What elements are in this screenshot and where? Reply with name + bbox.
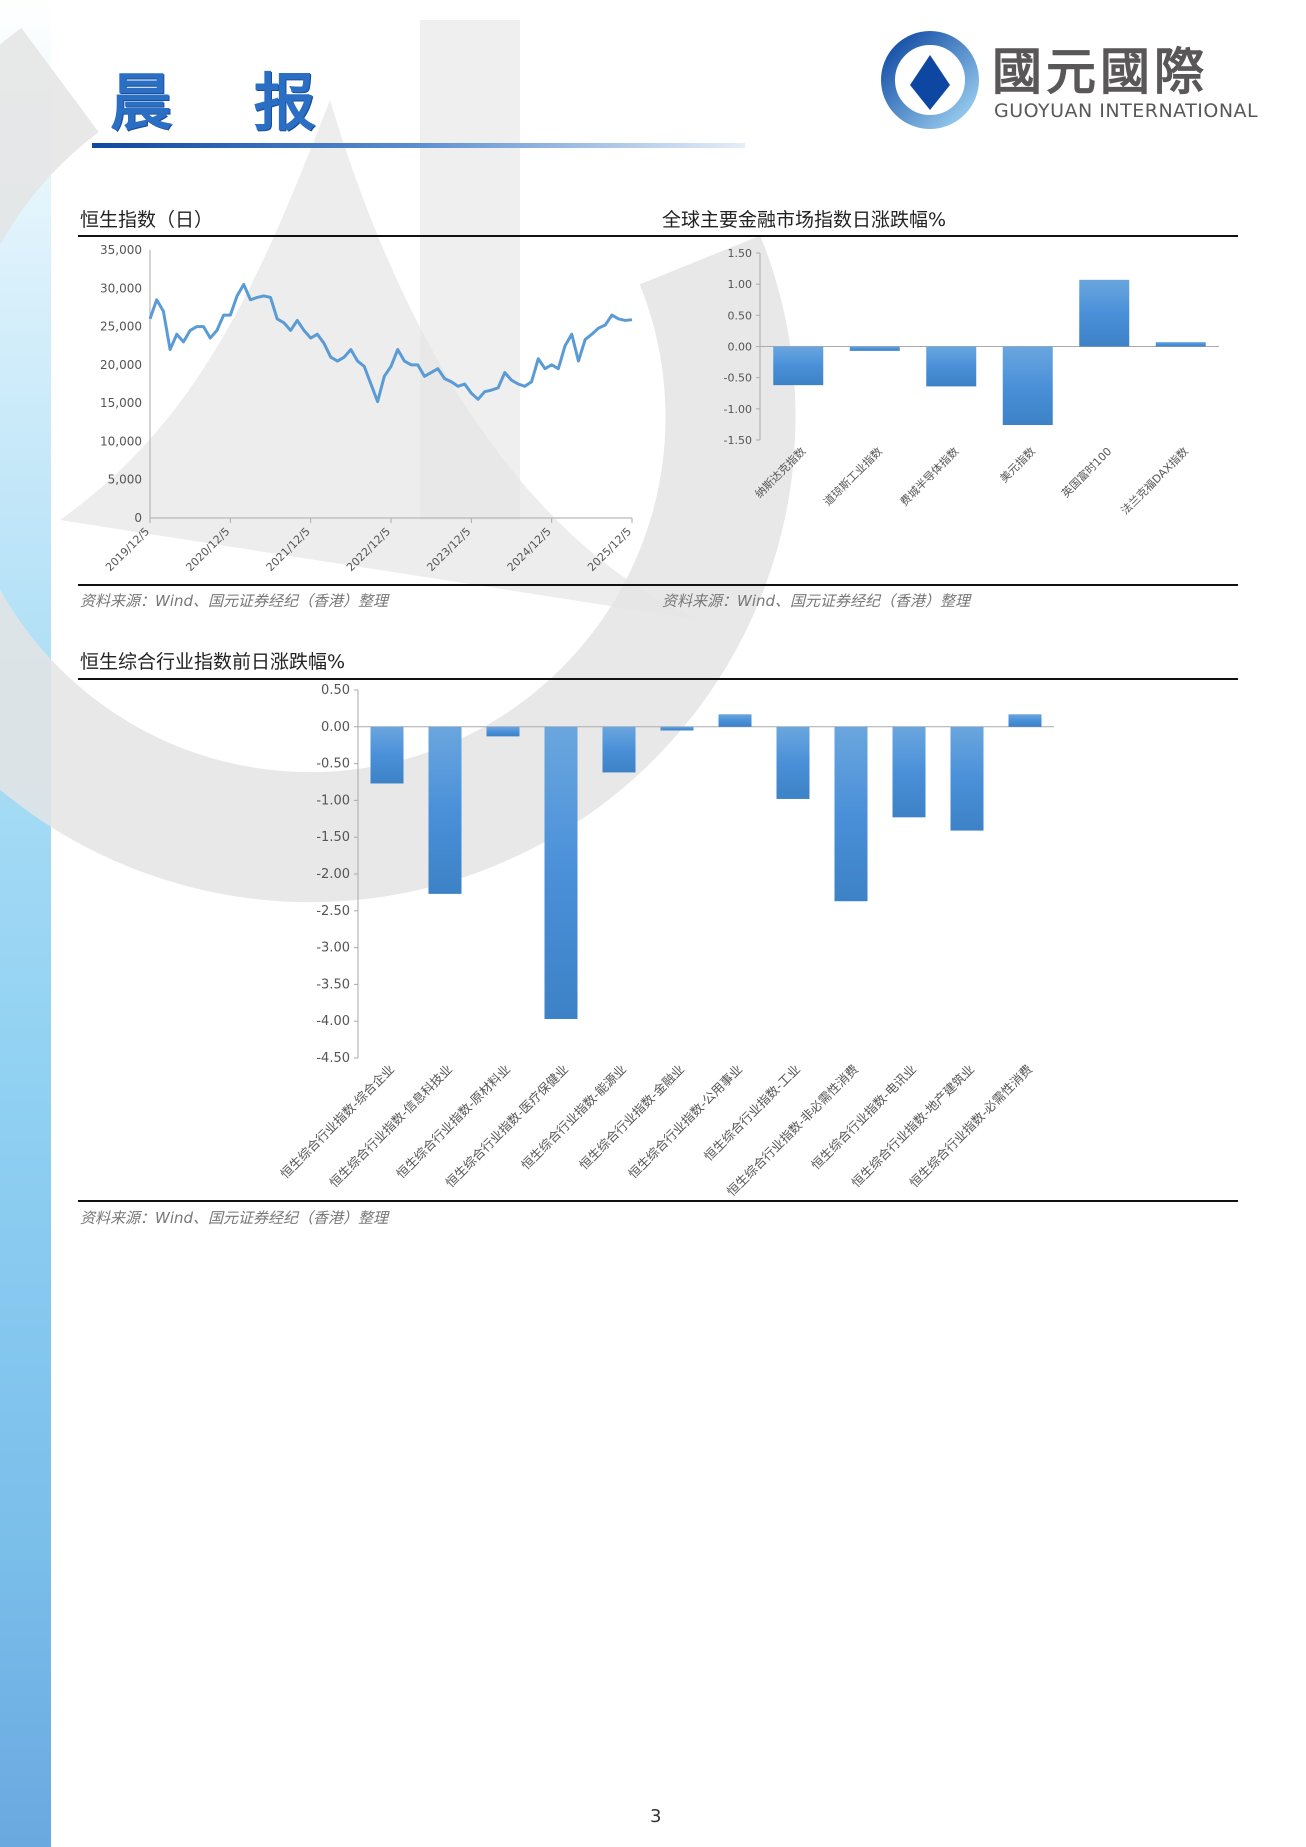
title-underline xyxy=(92,143,745,148)
y-tick-label: 1.50 xyxy=(728,247,753,260)
y-tick-label: -3.00 xyxy=(316,941,350,956)
y-tick-label: -3.50 xyxy=(316,977,350,992)
bar xyxy=(892,726,926,818)
bar xyxy=(1155,342,1206,347)
logo-english-name: GUOYUAN INTERNATIONAL xyxy=(994,100,1259,122)
y-tick-label: 30,000 xyxy=(100,281,142,295)
logo-chinese-name: 國元國際 xyxy=(992,43,1208,101)
y-tick-label: 1.00 xyxy=(728,278,753,291)
hsi-source-note: 资料来源：Wind、国元证券经纪（香港）整理 xyxy=(80,592,389,610)
y-tick-label: 0.50 xyxy=(728,309,753,322)
bar xyxy=(834,726,868,902)
y-tick-label: 0 xyxy=(134,511,142,525)
y-tick-label: -2.00 xyxy=(316,867,350,882)
bar xyxy=(950,726,984,831)
category-label: 恒生综合行业指数-能源业 xyxy=(518,1062,629,1173)
category-label: 恒生综合行业指数-原材料业 xyxy=(393,1062,513,1182)
x-tick-label: 2023/12/5 xyxy=(424,525,473,574)
bar xyxy=(773,346,824,386)
y-tick-label: 15,000 xyxy=(100,396,142,410)
category-label: 恒生综合行业指数-地产建筑业 xyxy=(848,1062,977,1191)
category-label: 恒生综合行业指数-金融业 xyxy=(576,1062,687,1173)
bar xyxy=(428,726,462,894)
x-tick-label: 2020/12/5 xyxy=(183,525,232,574)
industry-chart-title: 恒生综合行业指数前日涨跌幅% xyxy=(80,651,346,673)
x-tick-label: 2021/12/5 xyxy=(264,525,313,574)
category-label: 美元指数 xyxy=(997,444,1038,485)
bar xyxy=(849,346,900,351)
y-tick-label: -1.50 xyxy=(316,830,350,845)
y-tick-label: -2.50 xyxy=(316,904,350,919)
x-tick-label: 2022/12/5 xyxy=(344,525,393,574)
bar xyxy=(1008,714,1042,727)
y-tick-label: 35,000 xyxy=(100,243,142,257)
company-logo: 國元國際 GUOYUAN INTERNATIONAL xyxy=(880,30,1260,130)
bar xyxy=(718,714,752,727)
y-tick-label: -0.50 xyxy=(724,372,752,385)
hsi-line-chart: 0 5,000 10,000 15,000 20,000 25,000 30,000 35,0… xyxy=(100,243,634,574)
global-source-note: 资料来源：Wind、国元证券经纪（香港）整理 xyxy=(662,592,971,610)
page-title: 晨 报 xyxy=(110,66,346,139)
bar xyxy=(660,726,694,731)
sidebar-gradient-strip xyxy=(0,0,51,1847)
category-label: 道琼斯工业指数 xyxy=(821,444,885,508)
y-tick-label: -4.50 xyxy=(316,1051,350,1066)
y-tick-label: -0.50 xyxy=(316,757,350,772)
y-tick-label: -1.00 xyxy=(316,793,350,808)
y-tick-label: 0.00 xyxy=(728,341,753,354)
page-number: 3 xyxy=(650,1806,662,1827)
x-tick-label: 2019/12/5 xyxy=(103,525,152,574)
global-index-bar-chart: -1.50 -1.00 -0.50 0.00 0.50 1.00 1.50 纳斯达克指数 道琼斯… xyxy=(724,247,1219,517)
category-label: 恒生综合行业指数-综合企业 xyxy=(277,1062,397,1182)
hsi-series-line xyxy=(148,282,633,404)
y-tick-label: -1.00 xyxy=(724,403,752,416)
x-tick-label: 2025/12/5 xyxy=(585,525,634,574)
industry-rule-bottom xyxy=(78,1200,1238,1202)
category-label: 恒生综合行业指数-信息科技业 xyxy=(326,1062,455,1191)
y-tick-label: -1.50 xyxy=(724,434,752,447)
category-label: 法兰克福DAX指数 xyxy=(1118,444,1191,517)
y-tick-label: 20,000 xyxy=(100,358,142,372)
x-tick-label: 2024/12/5 xyxy=(505,525,554,574)
industry-source-note: 资料来源：Wind、国元证券经纪（香港）整理 xyxy=(80,1209,389,1227)
bar xyxy=(926,346,977,387)
y-tick-label: 0.00 xyxy=(321,720,350,735)
section-rule-top xyxy=(78,235,1238,237)
category-label: 恒生综合行业指数-工业 xyxy=(701,1062,803,1164)
y-tick-label: 25,000 xyxy=(100,320,142,334)
bar xyxy=(544,726,578,1019)
bar xyxy=(370,726,404,784)
y-tick-label: -4.00 xyxy=(316,1014,350,1029)
logo-emblem-icon xyxy=(881,31,979,129)
bar xyxy=(486,726,520,737)
category-label: 费城半导体指数 xyxy=(897,444,961,508)
section-rule-bottom xyxy=(78,584,1238,586)
y-tick-label: 10,000 xyxy=(100,434,142,448)
category-label: 英国富时100 xyxy=(1059,444,1115,500)
hsi-chart-title: 恒生指数（日） xyxy=(80,209,214,231)
global-chart-title: 全球主要金融市场指数日涨跌幅% xyxy=(662,209,947,231)
bar xyxy=(776,726,810,799)
bar xyxy=(1079,279,1130,347)
category-label: 纳斯达克指数 xyxy=(752,444,809,501)
industry-rule-top xyxy=(78,678,1238,680)
industry-bar-chart: -4.50 -4.00 -3.50 -3.00 -2.50 -2.00 -1.50 -1.00… xyxy=(277,683,1054,1199)
y-tick-label: 0.50 xyxy=(321,683,350,698)
bar xyxy=(1002,346,1053,426)
category-label: 恒生综合行业指数-电讯业 xyxy=(808,1062,919,1173)
bar xyxy=(602,726,636,773)
category-label: 恒生综合行业指数-医疗保健业 xyxy=(442,1062,571,1191)
y-tick-label: 5,000 xyxy=(108,473,142,487)
category-label: 恒生综合行业指数-公用事业 xyxy=(625,1062,745,1182)
category-label: 恒生综合行业指数-必需性消费 xyxy=(906,1062,1035,1191)
